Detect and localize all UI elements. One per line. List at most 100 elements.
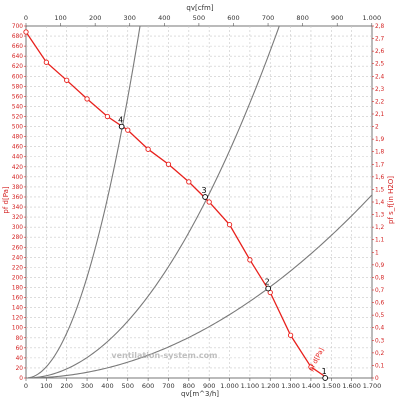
- top-tick-label: 300: [124, 14, 136, 22]
- top-tick-label: 600: [227, 14, 239, 22]
- right-tick-label: 2,1: [375, 112, 385, 118]
- bottom-tick-label: 800: [183, 382, 195, 390]
- bottom-tick-label: 500: [122, 382, 134, 390]
- left-tick-label: 620: [12, 64, 23, 70]
- right-tick-label: 1,4: [375, 200, 385, 206]
- operating-point-marker: [265, 285, 272, 292]
- top-tick-label: 700: [262, 14, 274, 22]
- left-tick-label: 180: [12, 285, 23, 291]
- left-tick-label: 20: [16, 366, 24, 372]
- system-curve: [25, 194, 373, 379]
- right-tick-label: 0: [375, 376, 379, 382]
- left-tick-label: 280: [12, 235, 23, 241]
- left-tick-label: 420: [12, 165, 23, 171]
- bottom-tick-label: 0: [24, 382, 28, 390]
- bottom-tick-label: 1.600: [342, 382, 361, 390]
- operating-point-marker: [202, 194, 208, 200]
- right-tick-label: 0,9: [375, 263, 385, 269]
- operating-point-label: 1: [322, 367, 327, 376]
- system-curve: [25, 25, 280, 379]
- top-tick-label: 0: [24, 14, 28, 22]
- right-tick-label: 2,5: [375, 62, 385, 68]
- bottom-tick-label: 1.200: [261, 382, 280, 390]
- left-tick-label: 200: [12, 275, 23, 281]
- top-tick-label: 900: [331, 14, 343, 22]
- left-tick-label: 260: [12, 245, 23, 251]
- left-tick-label: 380: [12, 185, 23, 191]
- left-tick-label: 660: [12, 44, 23, 50]
- right-tick-label: 1,7: [375, 162, 385, 168]
- left-tick-label: 80: [16, 336, 24, 342]
- top-axis-label: qv[cfm]: [186, 4, 213, 12]
- plot-frame: [25, 25, 373, 379]
- left-tick-label: 700: [12, 24, 23, 30]
- watermark: ventilation-system.com: [111, 351, 217, 360]
- bottom-tick-label: 900: [203, 382, 215, 390]
- bottom-tick-label: 400: [101, 382, 113, 390]
- fan-curve-point: [247, 257, 253, 263]
- fan-curve-point: [64, 77, 70, 83]
- fan-curve-point: [84, 96, 90, 102]
- left-tick-label: 100: [12, 326, 23, 332]
- right-tick-label: 2,2: [375, 99, 385, 105]
- fan-curve-point: [308, 364, 314, 370]
- left-tick-label: 340: [12, 205, 23, 211]
- right-tick-label: 0,8: [375, 275, 385, 281]
- right-tick-label: 1: [375, 250, 379, 256]
- bottom-tick-label: 1.100: [241, 382, 260, 390]
- top-tick-label: 500: [193, 14, 205, 22]
- fan-curve-point: [186, 179, 192, 185]
- right-tick-label: 1,6: [375, 175, 385, 181]
- right-tick-label: 0,7: [375, 288, 385, 294]
- bottom-tick-label: 100: [40, 382, 52, 390]
- top-tick-label: 800: [296, 14, 308, 22]
- bottom-tick-label: 1.700: [363, 382, 382, 390]
- right-axis-label: pf s_f[in H2O]: [387, 176, 395, 224]
- bottom-tick-label: 300: [81, 382, 93, 390]
- left-tick-label: 140: [12, 306, 23, 312]
- fan-curve-point: [165, 161, 172, 167]
- fan-curve-point: [104, 113, 111, 120]
- left-tick-label: 600: [12, 74, 23, 80]
- bottom-axis-label: qv[m^3/h]: [181, 390, 219, 398]
- left-tick-label: 520: [12, 115, 23, 121]
- left-tick-label: 40: [16, 356, 24, 362]
- right-tick-label: 1,9: [375, 137, 385, 143]
- right-tick-label: 0,1: [375, 363, 385, 369]
- bottom-tick-label: 1.300: [281, 382, 300, 390]
- right-tick-label: 1,8: [375, 150, 385, 156]
- fan-curve-point: [226, 221, 233, 228]
- fan-curve-point: [145, 146, 151, 152]
- left-tick-label: 640: [12, 54, 23, 60]
- right-tick-label: 2,6: [375, 49, 385, 55]
- left-tick-label: 320: [12, 215, 23, 221]
- left-tick-label: 560: [12, 94, 23, 100]
- left-tick-label: 460: [12, 145, 23, 151]
- top-tick-label: 200: [89, 14, 101, 22]
- left-tick-label: 0: [19, 376, 23, 382]
- top-tick-label: 1.000: [362, 14, 381, 22]
- right-tick-label: 2,7: [375, 37, 385, 43]
- operating-point-marker: [118, 123, 125, 130]
- operating-point-label: 4: [118, 116, 123, 125]
- operating-point-label: 3: [202, 186, 207, 195]
- right-tick-label: 1,2: [375, 225, 385, 231]
- left-axis-label: pf d[Pa]: [2, 186, 10, 214]
- top-tick-label: 100: [54, 14, 66, 22]
- right-tick-label: 1,1: [375, 238, 385, 244]
- right-tick-label: 2,4: [375, 74, 385, 80]
- bottom-tick-label: 1.000: [220, 382, 239, 390]
- operating-point-marker: [322, 375, 329, 381]
- right-tick-label: 2,3: [375, 87, 385, 93]
- left-tick-label: 360: [12, 195, 23, 201]
- right-tick-label: 2: [375, 125, 379, 131]
- left-tick-label: 120: [12, 316, 23, 322]
- left-tick-label: 500: [12, 125, 23, 131]
- left-tick-label: 680: [12, 34, 23, 40]
- right-tick-label: 0,2: [375, 351, 385, 357]
- right-tick-label: 2,8: [375, 24, 385, 30]
- left-tick-label: 440: [12, 155, 23, 161]
- right-tick-label: 1,3: [375, 213, 385, 219]
- bottom-tick-label: 200: [60, 382, 72, 390]
